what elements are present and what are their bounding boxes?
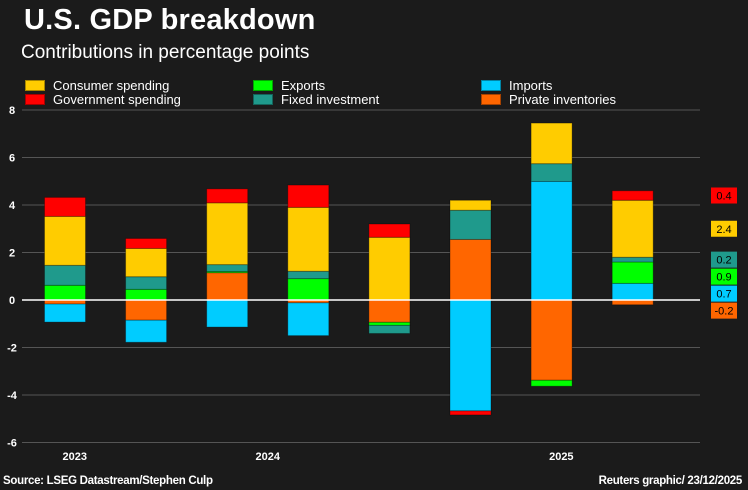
bar-segment [206, 202, 249, 266]
bar-segment [368, 236, 411, 301]
legend-label: Imports [509, 77, 553, 93]
bar-segment [125, 237, 168, 249]
bar-segment [530, 299, 573, 381]
y-tick-label: -4 [7, 390, 18, 402]
bar-segment [125, 276, 168, 290]
bar-segment [125, 299, 168, 321]
bar-segment [611, 282, 654, 301]
bar-segment [449, 238, 492, 301]
bar-segment [125, 319, 168, 343]
bar-segment [44, 303, 86, 323]
legend-swatch [25, 79, 45, 91]
y-tick-label: 8 [9, 105, 15, 117]
bar-segment [206, 188, 249, 204]
bar-segment [44, 284, 86, 301]
legend: Consumer spending Government spending Ex… [25, 78, 725, 108]
bar-segment [206, 272, 249, 301]
bar-segment [368, 223, 411, 238]
bar-segment [530, 379, 573, 387]
bar-segment [449, 199, 492, 211]
bar-segment [611, 190, 654, 201]
latest-label: 0.2 [716, 255, 731, 267]
y-tick-label: -2 [7, 343, 17, 355]
y-tick-label: 4 [9, 200, 16, 212]
chart-title: U.S. GDP breakdown [24, 4, 316, 36]
bar-segment [611, 199, 654, 258]
legend-item-consumer: Consumer spending [25, 77, 170, 93]
legend-item-government: Government spending [25, 91, 181, 107]
latest-label-box [711, 268, 737, 285]
bar-segment [368, 299, 411, 323]
bar-segment [206, 299, 249, 328]
latest-label: 0.9 [716, 272, 731, 284]
latest-label-box [711, 187, 737, 204]
y-tick-label: 0 [9, 295, 15, 307]
latest-label-box [711, 285, 737, 302]
bar-segment [287, 184, 330, 208]
latest-label-box [711, 251, 737, 268]
legend-label: Private inventories [509, 91, 616, 107]
x-tick-label: 2024 [256, 451, 281, 463]
x-tick-label: 2023 [62, 451, 86, 463]
latest-label: 0.4 [716, 191, 731, 203]
bar-segment [287, 206, 330, 272]
bar-segment [611, 256, 654, 263]
bar-segment [44, 215, 86, 266]
legend-label: Government spending [53, 91, 181, 107]
y-tick-label: 2 [9, 248, 15, 260]
bar-segment [530, 163, 573, 182]
bar-segment [530, 122, 573, 165]
legend-swatch [253, 93, 273, 105]
credit-note: Reuters graphic/ 23/12/2025 [598, 475, 743, 487]
legend-label: Consumer spending [53, 77, 170, 93]
legend-label: Exports [281, 77, 326, 93]
latest-label-box [711, 302, 737, 319]
bar-segment [44, 264, 86, 286]
bar-segment [368, 324, 411, 334]
bar-segment [449, 209, 492, 240]
bar-segment [530, 180, 573, 301]
latest-label: 0.7 [716, 289, 731, 301]
bar-segment [287, 278, 330, 301]
x-tick-label: 2025 [549, 451, 573, 463]
legend-item-imports: Imports [481, 77, 553, 93]
latest-label: -0.2 [715, 306, 734, 318]
bar-segment [449, 299, 492, 412]
bar-segment [125, 247, 168, 278]
legend-item-inventories: Private inventories [481, 91, 616, 107]
legend-swatch [253, 79, 273, 91]
bar-segment [287, 270, 330, 280]
legend-swatch [25, 93, 45, 105]
legend-item-fixed-investment: Fixed investment [253, 91, 380, 107]
bar-segment [449, 410, 492, 416]
latest-label: 2.4 [716, 224, 731, 236]
bar-segment [206, 264, 249, 272]
latest-label-box [711, 220, 737, 237]
legend-item-exports: Exports [253, 77, 326, 93]
y-tick-label: -6 [7, 438, 17, 450]
legend-swatch [481, 79, 501, 91]
bar-segment [611, 261, 654, 284]
bar-segment [287, 302, 330, 337]
chart-subtitle: Contributions in percentage points [21, 42, 310, 63]
legend-swatch [481, 93, 501, 105]
source-note: Source: LSEG Datastream/Stephen Culp [3, 475, 213, 487]
bar-segment [125, 288, 168, 301]
legend-label: Fixed investment [281, 91, 380, 107]
bar-segment [44, 196, 86, 217]
y-tick-label: 6 [9, 153, 15, 165]
